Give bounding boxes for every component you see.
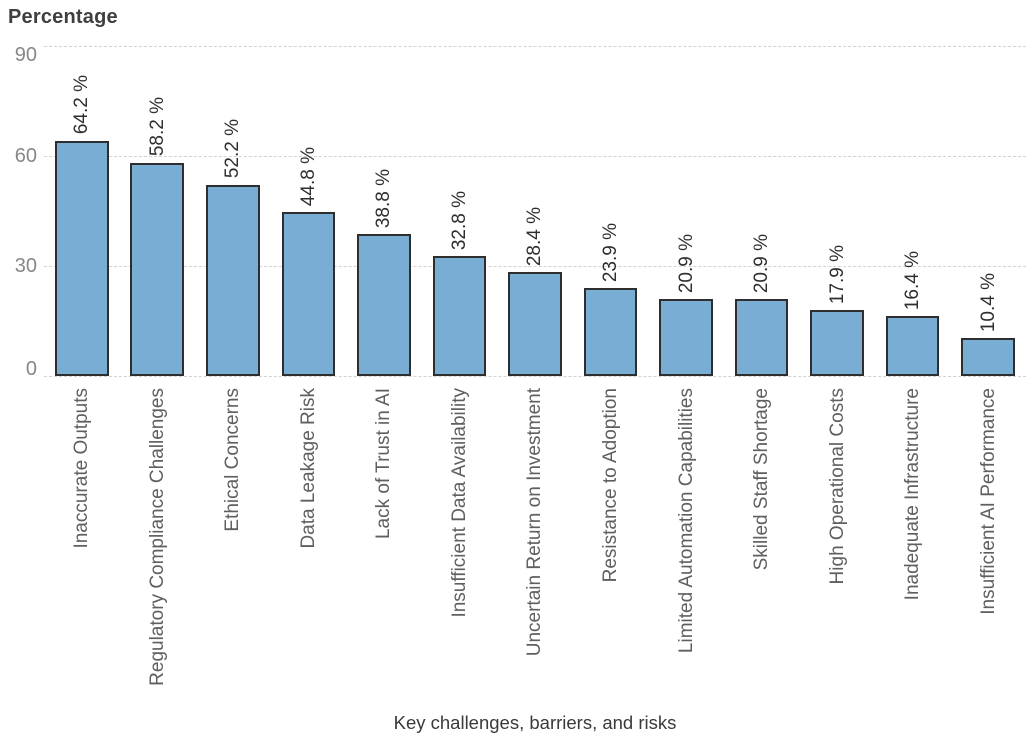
category-label-cell: Lack of Trust in AI — [346, 388, 422, 706]
bar-value-label: 20.9 % — [751, 234, 773, 294]
bar-column: 17.9 % — [799, 46, 875, 376]
bars-container: 64.2 % 58.2 % 52.2 % 44.8 % 38.8 % 32.8 % 28.4… — [44, 46, 1026, 376]
bar — [357, 233, 411, 376]
bar-value-label: 28.4 % — [524, 206, 546, 266]
bar-value-label: 58.2 % — [146, 97, 168, 157]
category-label: Insufficient AI Performance — [977, 388, 999, 615]
bar — [508, 271, 562, 376]
category-label-cell: Limited Automation Capabilities — [648, 388, 724, 706]
category-label-cell: Resistance to Adoption — [573, 388, 649, 706]
bar — [281, 211, 336, 376]
y-axis-tick-label: 30 — [14, 255, 37, 277]
category-label-cell: Insufficient AI Performance — [950, 388, 1026, 706]
x-axis-title: Key challenges, barriers, and risks — [393, 712, 677, 733]
bar-column: 23.9 % — [573, 46, 649, 376]
bar-column: 58.2 % — [120, 46, 196, 376]
category-label: Insufficient Data Availability — [448, 388, 470, 618]
bar-value-label: 10.4 % — [977, 272, 999, 332]
bar-value-label: 44.8 % — [297, 146, 319, 206]
bar-column: 20.9 % — [724, 46, 800, 376]
category-label-cell: Regulatory Compliance Challenges — [120, 388, 196, 706]
bar — [130, 162, 185, 376]
bar-value-label: 17.9 % — [826, 245, 848, 305]
category-label-cell: Skilled Staff Shortage — [724, 388, 800, 706]
category-label: Resistance to Adoption — [599, 388, 621, 583]
category-label-cell: Insufficient Data Availability — [422, 388, 498, 706]
category-label: Lack of Trust in AI — [373, 388, 395, 540]
bar-value-label: 52.2 % — [222, 119, 244, 179]
bar-column: 38.8 % — [346, 46, 422, 376]
bar — [583, 288, 638, 376]
y-axis-tick-label: 0 — [25, 358, 37, 380]
bar — [659, 299, 713, 376]
bar-column: 20.9 % — [648, 46, 724, 376]
category-label: Uncertain Return on Investment — [524, 388, 546, 657]
gridline — [44, 376, 1026, 377]
category-label-cell: Ethical Concerns — [195, 388, 271, 706]
plot-area: 64.2 % 58.2 % 52.2 % 44.8 % 38.8 % 32.8 % 28.4… — [44, 46, 1026, 377]
bar — [961, 337, 1015, 376]
bar-value-label: 20.9 % — [675, 234, 697, 294]
bar-column: 64.2 % — [44, 46, 120, 376]
bar-column: 28.4 % — [497, 46, 573, 376]
bar-column: 44.8 % — [271, 46, 347, 376]
gridline — [44, 156, 1026, 157]
category-label-cell: High Operational Costs — [799, 388, 875, 706]
category-label-cell: Uncertain Return on Investment — [497, 388, 573, 706]
x-axis-category-labels: Inaccurate Outputs Regulatory Compliance … — [44, 388, 1026, 706]
gridline — [44, 266, 1026, 267]
bar-value-label: 16.4 % — [902, 250, 924, 310]
category-label: High Operational Costs — [826, 388, 848, 585]
category-label: Ethical Concerns — [222, 388, 244, 532]
bar — [54, 140, 109, 376]
category-label-cell: Data Leakage Risk — [271, 388, 347, 706]
category-label: Data Leakage Risk — [297, 388, 319, 549]
y-axis-tick-label: 60 — [14, 145, 37, 167]
bar — [206, 184, 260, 376]
bar-column: 10.4 % — [950, 46, 1026, 376]
category-label-cell: Inadequate Infrastructure — [875, 388, 951, 706]
category-label: Skilled Staff Shortage — [751, 388, 773, 571]
bar-value-label: 23.9 % — [599, 223, 621, 283]
category-label-cell: Inaccurate Outputs — [44, 388, 120, 706]
category-label: Regulatory Compliance Challenges — [146, 388, 168, 686]
y-axis-tick-label: 90 — [14, 44, 37, 66]
bar-column: 16.4 % — [875, 46, 951, 376]
category-label: Limited Automation Capabilities — [675, 388, 697, 654]
bar-column: 52.2 % — [195, 46, 271, 376]
bar-column: 32.8 % — [422, 46, 498, 376]
bar-value-label: 32.8 % — [448, 190, 470, 250]
y-axis-tick-labels: 90 60 30 0 — [0, 44, 37, 380]
bar — [885, 315, 940, 376]
category-label: Inaccurate Outputs — [71, 388, 93, 549]
bar-value-label: 64.2 % — [71, 75, 93, 135]
gridline — [44, 46, 1026, 47]
bar — [734, 299, 789, 376]
bar — [432, 255, 487, 376]
y-axis-title: Percentage — [8, 6, 118, 28]
bar-value-label: 38.8 % — [373, 168, 395, 228]
category-label: Inadequate Infrastructure — [902, 388, 924, 601]
bar — [810, 310, 864, 376]
